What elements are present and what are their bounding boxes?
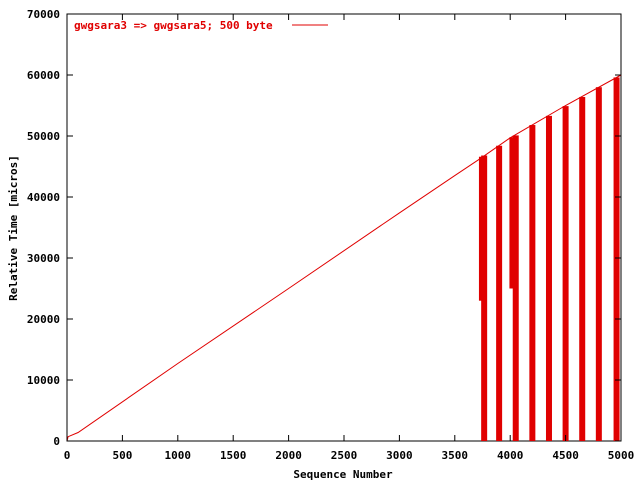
spike-bar bbox=[545, 115, 552, 442]
y-axis-label: Relative Time [micros] bbox=[7, 155, 20, 301]
y-tick-label: 30000 bbox=[27, 252, 60, 265]
y-tick-label: 10000 bbox=[27, 374, 60, 387]
spike-bar bbox=[512, 135, 519, 441]
legend-label: gwgsara3 => gwgsara5; 500 byte bbox=[74, 19, 273, 32]
tick-labels: 0 500 1000 1500 2000 2500 3000 3500 4000 4500 5000… bbox=[27, 8, 634, 462]
y-tick-label: 50000 bbox=[27, 130, 60, 143]
y-tick-label: 0 bbox=[53, 435, 60, 448]
x-tick-label: 0 bbox=[64, 449, 71, 462]
y-tick-label: 20000 bbox=[27, 313, 60, 326]
x-tick-label: 3000 bbox=[386, 449, 413, 462]
series-line bbox=[66, 74, 622, 442]
x-tick-label: 3500 bbox=[442, 449, 469, 462]
y-tick-label: 70000 bbox=[27, 8, 60, 21]
x-tick-label: 1000 bbox=[165, 449, 192, 462]
x-tick-label: 5000 bbox=[608, 449, 635, 462]
legend: gwgsara3 => gwgsara5; 500 byte bbox=[74, 19, 328, 32]
spike-bar bbox=[579, 96, 586, 442]
spike-bar bbox=[529, 125, 536, 442]
spike-bars bbox=[478, 77, 620, 442]
x-tick-label: 4500 bbox=[552, 449, 579, 462]
y-tick-label: 60000 bbox=[27, 69, 60, 82]
x-tick-label: 1500 bbox=[220, 449, 247, 462]
x-tick-label: 4000 bbox=[497, 449, 524, 462]
spike-bar bbox=[613, 77, 620, 441]
x-tick-label: 2500 bbox=[331, 449, 358, 462]
y-tick-label: 40000 bbox=[27, 191, 60, 204]
spike-bar bbox=[496, 145, 503, 441]
spike-bar bbox=[509, 137, 516, 289]
spike-bar bbox=[595, 87, 602, 441]
x-axis-label: Sequence Number bbox=[293, 468, 393, 480]
spike-bar bbox=[481, 155, 488, 441]
spike-bar bbox=[562, 106, 569, 442]
x-tick-label: 2000 bbox=[275, 449, 302, 462]
series-lines bbox=[66, 74, 622, 442]
axis-ticks bbox=[66, 13, 622, 442]
x-tick-label: 500 bbox=[112, 449, 132, 462]
plot-frame bbox=[66, 13, 622, 442]
